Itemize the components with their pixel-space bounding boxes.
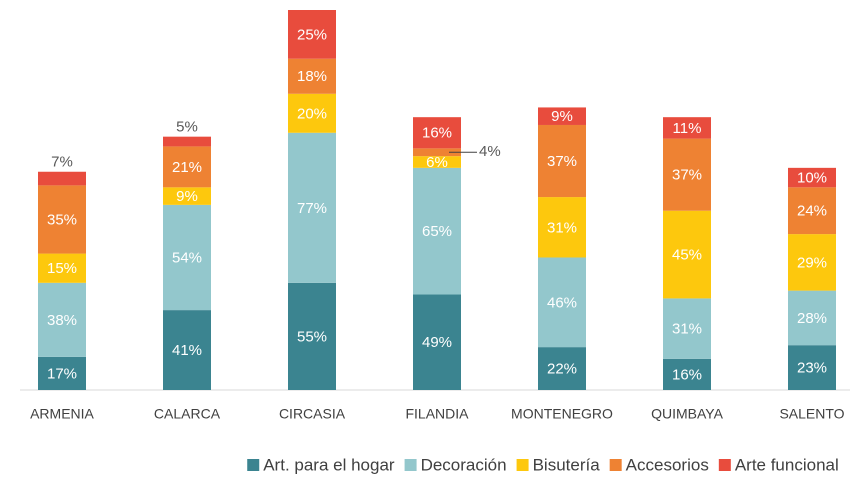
bar-segment <box>663 358 711 390</box>
bar-segment <box>38 356 86 390</box>
value-label: 9% <box>176 188 198 205</box>
value-label: 37% <box>547 153 577 170</box>
value-label: 22% <box>547 361 577 378</box>
value-label: 10% <box>797 170 827 187</box>
bar-segment <box>788 167 836 188</box>
bar-segment <box>663 210 711 299</box>
value-label: 24% <box>797 203 827 220</box>
bar-segment <box>663 138 711 211</box>
bar-segment <box>538 257 586 348</box>
x-tick-label: QUIMBAYA <box>651 406 723 422</box>
value-label: 41% <box>172 342 202 359</box>
value-label: 4% <box>479 143 501 160</box>
value-label: 31% <box>547 219 577 236</box>
bar-segment <box>163 146 211 188</box>
value-label: 23% <box>797 360 827 377</box>
value-label: 9% <box>551 108 573 125</box>
bar-segment <box>413 117 461 149</box>
bar-segment <box>413 167 461 295</box>
bar-segment <box>538 107 586 125</box>
value-label: 55% <box>297 328 327 345</box>
value-label: 16% <box>672 366 702 383</box>
x-tick-label: CIRCASIA <box>279 406 346 422</box>
value-label: 31% <box>672 321 702 338</box>
bar-segment <box>663 117 711 139</box>
x-tick-label: FILANDIA <box>405 406 469 422</box>
x-tick-label: SALENTO <box>779 406 844 422</box>
legend-label: Bisutería <box>533 455 601 474</box>
value-label: 7% <box>51 154 73 171</box>
bar-segment <box>163 310 211 390</box>
value-label: 38% <box>47 312 77 329</box>
x-tick-label: CALARCA <box>154 406 221 422</box>
value-label: 77% <box>297 200 327 217</box>
bar-segment <box>788 345 836 390</box>
value-label: 37% <box>672 167 702 184</box>
x-tick-label: MONTENEGRO <box>511 406 613 422</box>
bar-segment <box>413 156 461 168</box>
legend-label: Accesorios <box>626 455 709 474</box>
value-label: 49% <box>422 334 452 351</box>
bar-segment <box>538 347 586 390</box>
bar-segment <box>413 294 461 390</box>
x-tick-label: ARMENIA <box>30 406 94 422</box>
bar-segment <box>288 10 336 59</box>
value-label: 28% <box>797 310 827 327</box>
bar-segment <box>38 171 86 186</box>
bar-segment <box>788 234 836 291</box>
bar-segment <box>163 136 211 147</box>
bar-segment <box>288 132 336 283</box>
bar-segment <box>538 124 586 198</box>
value-label: 20% <box>297 105 327 122</box>
legend-label: Art. para el hogar <box>263 455 395 474</box>
value-label: 17% <box>47 365 77 382</box>
legend-label: Decoración <box>421 455 507 474</box>
bar-segment <box>38 253 86 283</box>
value-label: 21% <box>172 159 202 176</box>
bar-segment <box>288 282 336 390</box>
legend-swatch <box>718 459 731 471</box>
value-label: 18% <box>297 68 327 85</box>
value-label: 54% <box>172 249 202 266</box>
bar-segment <box>163 204 211 311</box>
value-label: 46% <box>547 294 577 311</box>
bar-segment <box>288 58 336 94</box>
value-label: 16% <box>422 125 452 142</box>
legend-swatch <box>609 459 622 471</box>
legend-label: Arte funcional <box>735 455 839 474</box>
bar-segment <box>288 93 336 133</box>
value-label: 15% <box>47 260 77 277</box>
bar-segment <box>163 187 211 205</box>
legend-swatch <box>404 459 417 471</box>
value-label: 65% <box>422 223 452 240</box>
legend-swatch <box>516 459 529 471</box>
bar-segment <box>413 148 461 157</box>
bar-segment <box>788 290 836 346</box>
bar-segment <box>788 187 836 235</box>
value-label: 29% <box>797 254 827 271</box>
legend-swatch <box>247 459 260 471</box>
value-label: 45% <box>672 247 702 264</box>
value-label: 5% <box>176 119 198 136</box>
bar-segment <box>538 197 586 258</box>
bar-segment <box>663 298 711 359</box>
value-label: 11% <box>673 120 702 137</box>
bar-segment <box>38 185 86 254</box>
bar-segment <box>38 282 86 357</box>
value-label: 6% <box>426 154 448 171</box>
value-label: 25% <box>297 26 327 43</box>
value-label: 35% <box>47 211 77 228</box>
